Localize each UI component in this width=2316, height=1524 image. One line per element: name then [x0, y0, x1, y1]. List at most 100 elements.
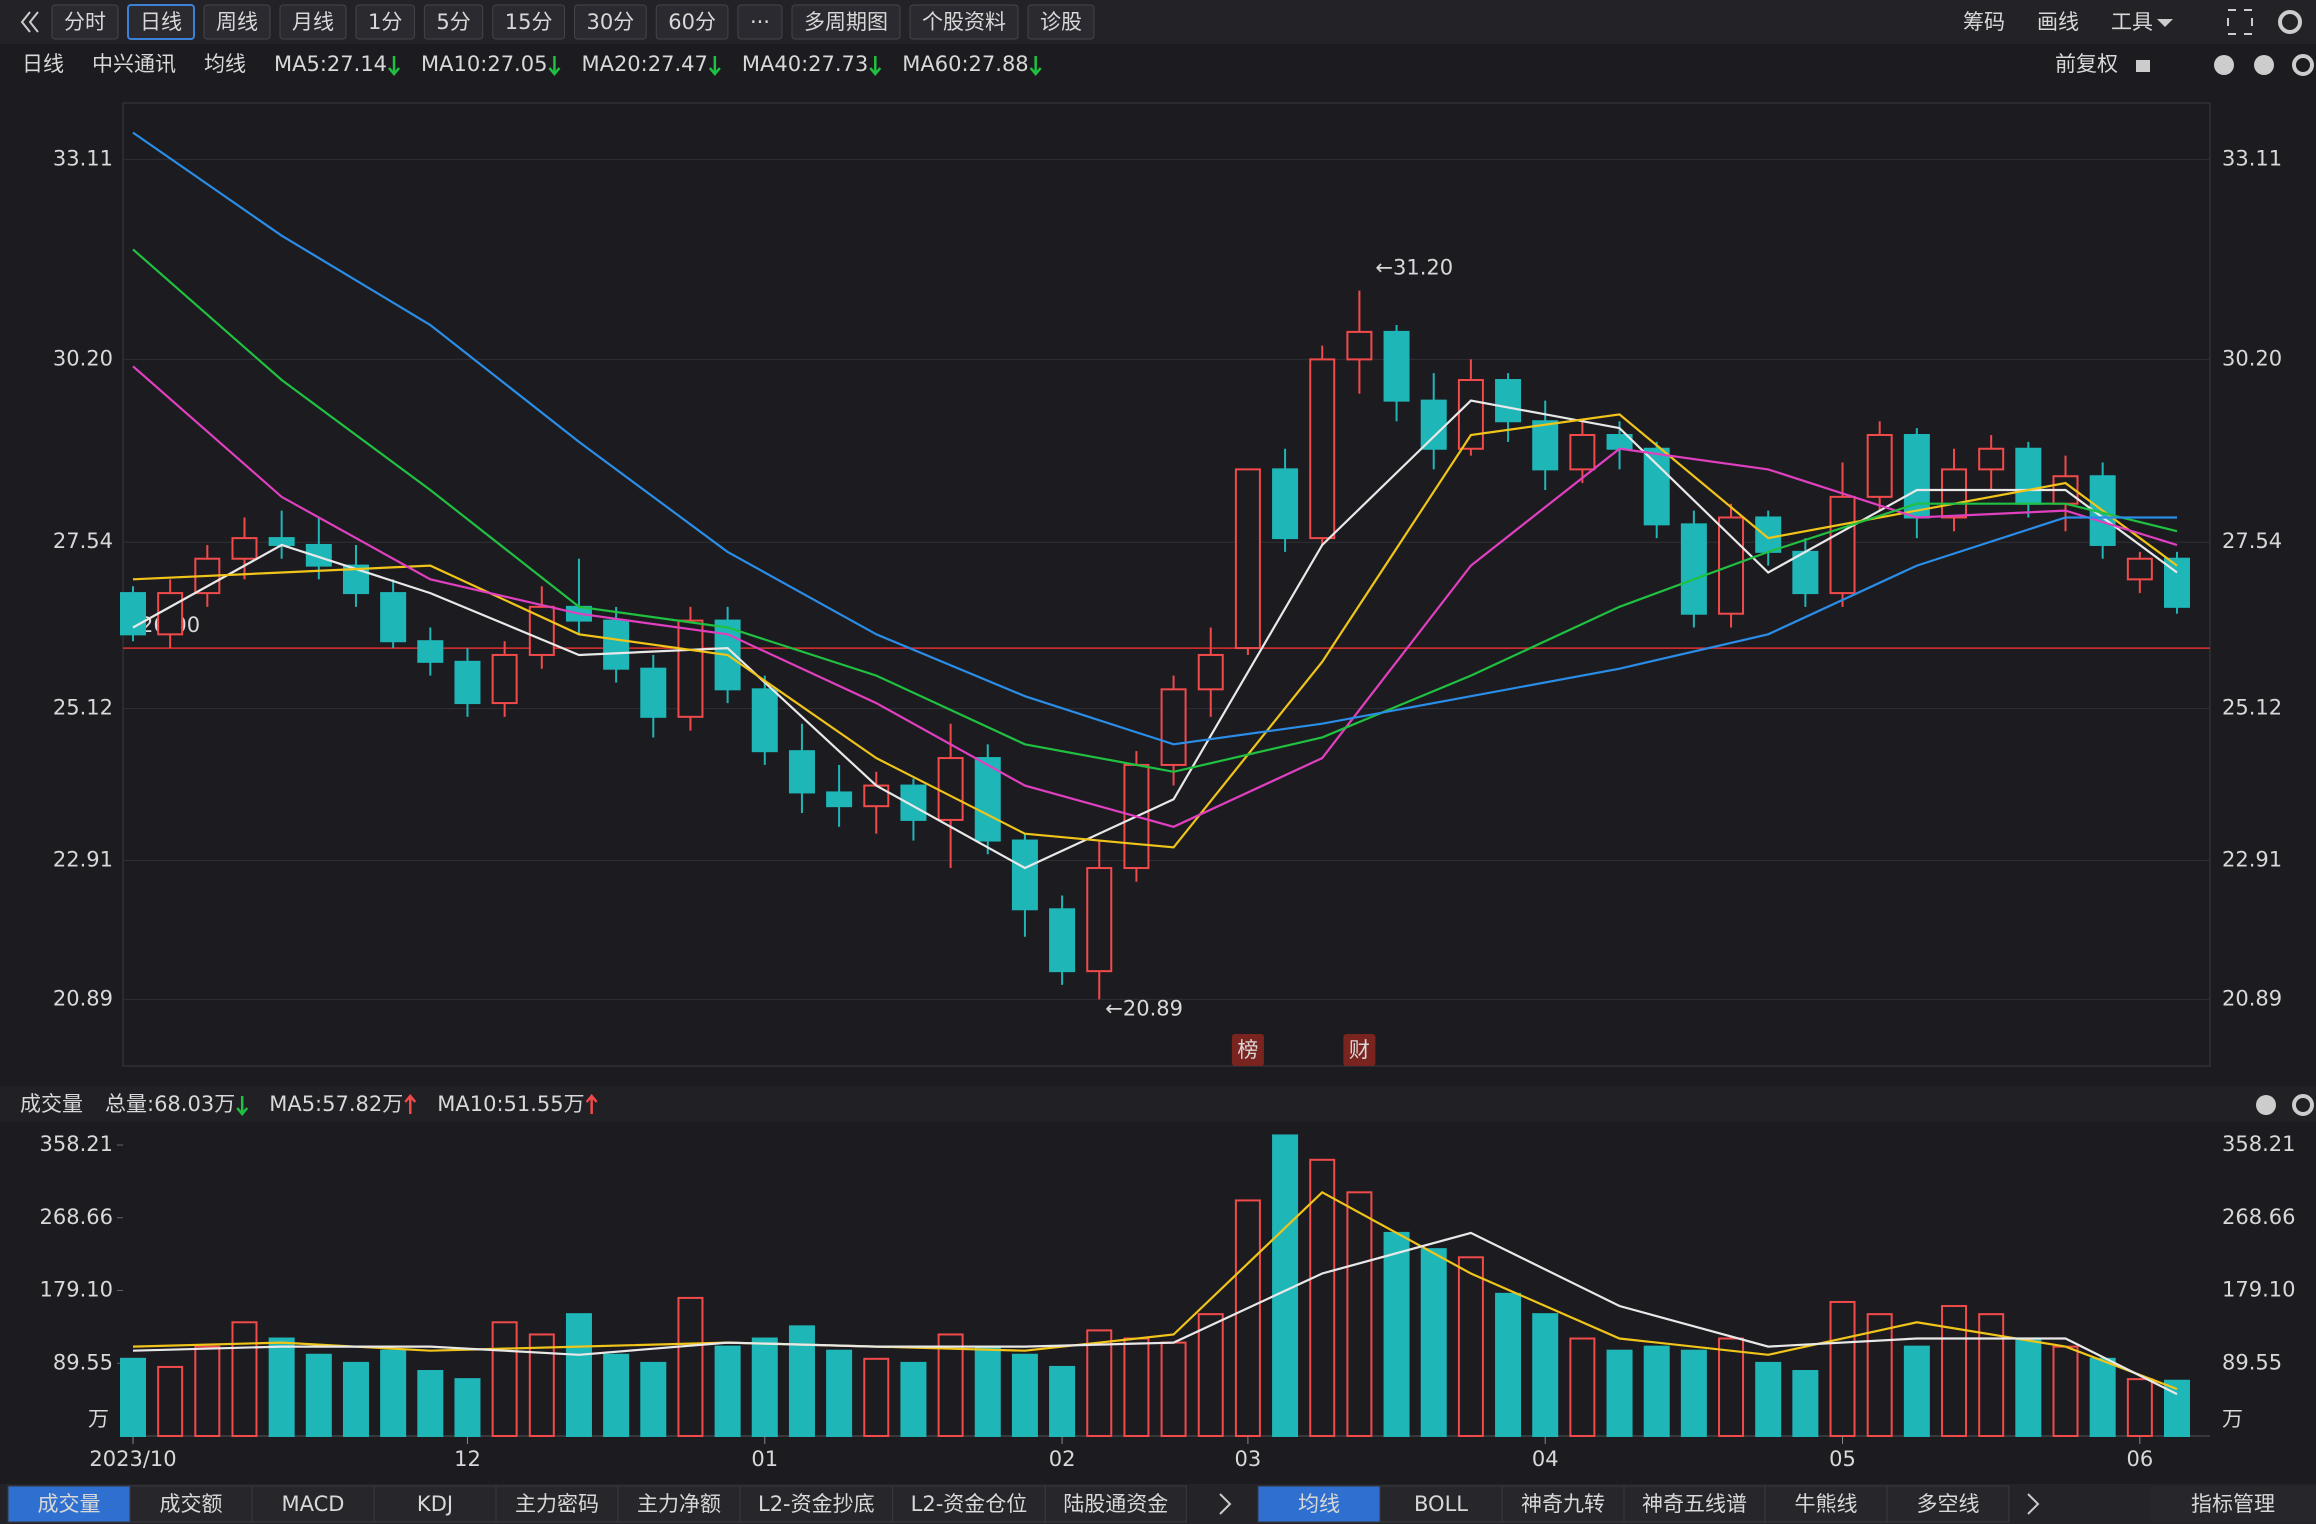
- settings-icon[interactable]: [2292, 1094, 2314, 1116]
- indicator-tab-label: L2-资金仓位: [911, 1492, 1028, 1516]
- indicator-tab[interactable]: [1623, 1485, 1766, 1523]
- indicator-manage-button[interactable]: [2150, 1486, 2316, 1522]
- y-tick-label: 20.89: [2222, 986, 2282, 1010]
- volume-bar: [1495, 1292, 1522, 1438]
- y-tick-label: 22.91: [53, 847, 113, 871]
- y-tick-label: 89.55: [53, 1350, 113, 1374]
- toolbar-button-label: 1分: [368, 10, 402, 34]
- toolbar-button[interactable]: [423, 4, 484, 40]
- candle-body: [1680, 523, 1707, 615]
- candle-body: [305, 543, 332, 567]
- y-tick-label: 20.89: [53, 986, 113, 1010]
- volume-bar: [1457, 1256, 1484, 1438]
- settings-icon[interactable]: [2292, 54, 2314, 76]
- adjust-label[interactable]: 前复权: [2055, 52, 2118, 76]
- volume-bar: [305, 1353, 332, 1438]
- volume-bar: [1941, 1305, 1968, 1437]
- volume-bar: [1532, 1313, 1559, 1437]
- toolbar-button[interactable]: [909, 4, 1019, 40]
- volume-bar: [900, 1361, 927, 1438]
- event-marker[interactable]: [1343, 1034, 1376, 1066]
- volume-bar: [2089, 1357, 2116, 1437]
- toolbar-tool[interactable]: 筹码: [1963, 10, 2005, 34]
- candle-body: [1569, 433, 1596, 471]
- indicator-tab[interactable]: [495, 1485, 619, 1523]
- candle-body: [788, 750, 815, 794]
- toolbar-button[interactable]: [355, 4, 415, 40]
- indicator-manage-label[interactable]: 指标管理: [2191, 1492, 2275, 1516]
- toolbar-button[interactable]: [279, 4, 347, 40]
- indicator-tab[interactable]: [739, 1485, 894, 1523]
- ma-line: [132, 365, 2178, 828]
- indicator-tab-label: 陆股通资金: [1063, 1492, 1168, 1516]
- fullscreen-icon[interactable]: [2227, 9, 2253, 35]
- toolbar-button[interactable]: [203, 4, 271, 40]
- trend-arrow: [708, 56, 721, 76]
- y-tick-label: 179.10: [2222, 1278, 2295, 1302]
- volume-header-bg: [0, 1086, 2316, 1122]
- toolbar-button-label: 5分: [436, 10, 470, 34]
- candle-body: [120, 592, 146, 636]
- y-tick-label: 25.12: [53, 696, 113, 720]
- candle-body: [863, 784, 890, 808]
- scroll-right-icon[interactable]: [2027, 1493, 2040, 1515]
- toolbar-button[interactable]: [492, 4, 565, 40]
- toolbar-button[interactable]: [573, 4, 647, 40]
- candle-body: [1792, 550, 1819, 595]
- volume-bar: [120, 1357, 146, 1437]
- volume-bar: [2126, 1378, 2153, 1438]
- indicator-tab[interactable]: [617, 1485, 741, 1523]
- settings-icon[interactable]: [2278, 10, 2302, 34]
- y-tick-label: 27.54: [53, 529, 113, 553]
- candle-body: [1049, 908, 1076, 973]
- indicator-tab-label: 神奇五线谱: [1642, 1492, 1747, 1516]
- ma-line: [132, 399, 2178, 870]
- candle-body: [157, 592, 184, 636]
- indicator-tab[interactable]: [892, 1485, 1046, 1523]
- indicator-tab[interactable]: [373, 1485, 497, 1523]
- scroll-right-icon[interactable]: [1219, 1493, 1232, 1515]
- candle-body: [1978, 447, 2005, 471]
- candle-body: [640, 667, 667, 718]
- toolbar-button[interactable]: [791, 4, 901, 40]
- volume-bar: [974, 1345, 1001, 1437]
- dropdown-icon: [2157, 19, 2173, 27]
- collapse-icon[interactable]: [20, 11, 31, 33]
- toolbar-button[interactable]: [737, 4, 783, 40]
- close-icon[interactable]: [2256, 1095, 2276, 1115]
- candle-body: [1346, 330, 1373, 361]
- indicator-tab[interactable]: [129, 1485, 253, 1523]
- indicator-tab[interactable]: [1257, 1485, 1381, 1523]
- toolbar-button[interactable]: [1027, 4, 1095, 40]
- x-tick-label: 05: [1829, 1447, 1856, 1471]
- toolbar-button[interactable]: [127, 4, 195, 40]
- indicator-tab[interactable]: [1501, 1485, 1625, 1523]
- candle-body: [974, 757, 1001, 842]
- remove-icon[interactable]: [2254, 55, 2274, 75]
- volume-bar: [1086, 1329, 1113, 1437]
- legend-entry: 总量:68.03万: [105, 1092, 235, 1116]
- candle-body: [1643, 447, 1670, 526]
- indicator-tab[interactable]: [1379, 1485, 1503, 1523]
- y-tick-label: 27.54: [2222, 529, 2282, 553]
- lock-icon[interactable]: [2136, 60, 2150, 72]
- add-icon[interactable]: [2214, 55, 2234, 75]
- indicator-tab[interactable]: [7, 1485, 131, 1523]
- volume-bar: [342, 1361, 369, 1438]
- toolbar-button-label: 60分: [668, 10, 716, 34]
- toolbar-button[interactable]: [51, 4, 119, 40]
- candle-body: [1383, 330, 1410, 402]
- toolbar-tool[interactable]: 工具: [2111, 10, 2153, 34]
- indicator-tab[interactable]: [1886, 1485, 2010, 1523]
- volume-bar: [1606, 1349, 1633, 1437]
- indicator-tab[interactable]: [1044, 1485, 1187, 1523]
- toolbar-tool[interactable]: 画线: [2037, 10, 2079, 34]
- volume-bar: [1829, 1300, 1856, 1438]
- indicator-tab[interactable]: [1764, 1485, 1888, 1523]
- toolbar-button[interactable]: [655, 4, 729, 40]
- event-marker[interactable]: [1231, 1034, 1264, 1066]
- legend-entry: MA10:27.05: [421, 52, 547, 76]
- candle-body: [1272, 468, 1299, 540]
- collapse-icon[interactable]: [28, 11, 39, 33]
